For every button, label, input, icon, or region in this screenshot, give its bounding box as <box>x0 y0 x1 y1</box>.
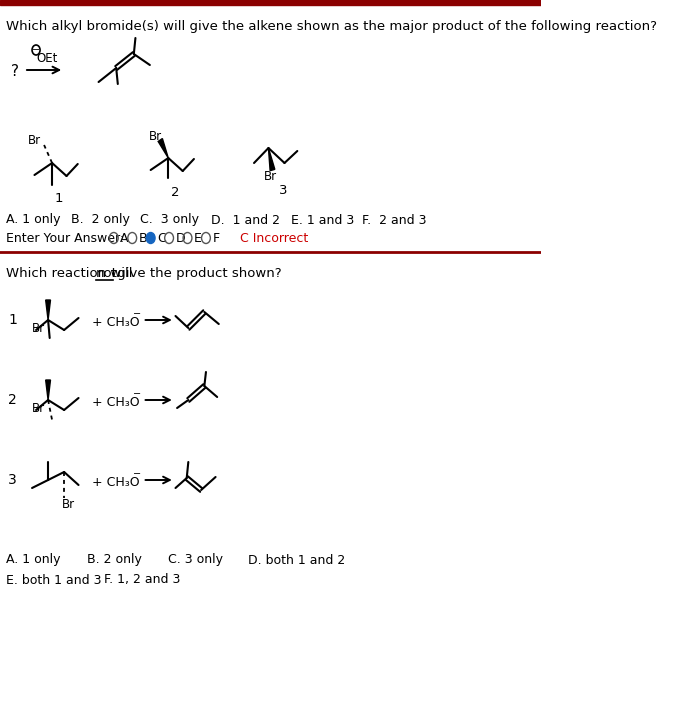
Text: Br: Br <box>28 135 41 147</box>
Polygon shape <box>158 138 168 158</box>
Polygon shape <box>46 300 51 320</box>
Text: C: C <box>157 232 166 244</box>
Text: C Incorrect: C Incorrect <box>240 232 308 244</box>
Text: A: A <box>120 232 129 244</box>
Text: −: − <box>133 469 141 479</box>
Text: 2: 2 <box>8 393 17 407</box>
Text: Enter Your Answer:: Enter Your Answer: <box>6 232 124 244</box>
Text: Br: Br <box>32 322 45 334</box>
Text: A. 1 only: A. 1 only <box>6 553 61 567</box>
Polygon shape <box>46 380 51 400</box>
Text: not: not <box>96 267 118 280</box>
Text: Br: Br <box>61 498 75 510</box>
Text: C.  3 only: C. 3 only <box>140 213 199 227</box>
Text: B: B <box>138 232 147 244</box>
Text: D. both 1 and 2: D. both 1 and 2 <box>248 553 346 567</box>
Text: 1: 1 <box>55 192 63 206</box>
Text: Br: Br <box>149 129 162 143</box>
Text: + CH₃O: + CH₃O <box>92 395 140 409</box>
Text: B.  2 only: B. 2 only <box>70 213 130 227</box>
Text: OEt: OEt <box>36 51 57 65</box>
Text: −: − <box>133 389 141 399</box>
Text: F.  2 and 3: F. 2 and 3 <box>362 213 427 227</box>
Text: E: E <box>194 232 202 244</box>
Text: E. 1 and 3: E. 1 and 3 <box>291 213 354 227</box>
Text: C. 3 only: C. 3 only <box>168 553 223 567</box>
Text: + CH₃O: + CH₃O <box>92 475 140 489</box>
Text: give the product shown?: give the product shown? <box>113 267 281 280</box>
Text: 3: 3 <box>279 183 288 197</box>
Text: Br: Br <box>32 402 45 414</box>
Circle shape <box>146 232 155 244</box>
Text: + CH₃O: + CH₃O <box>92 315 140 329</box>
Polygon shape <box>269 148 275 171</box>
Text: ?: ? <box>11 65 19 79</box>
Text: F. 1, 2 and 3: F. 1, 2 and 3 <box>104 574 180 586</box>
Text: B. 2 only: B. 2 only <box>86 553 142 567</box>
Text: E. both 1 and 3: E. both 1 and 3 <box>6 574 102 586</box>
Text: D: D <box>176 232 185 244</box>
Text: Br: Br <box>265 169 277 183</box>
Text: A. 1 only: A. 1 only <box>6 213 61 227</box>
Text: 3: 3 <box>8 473 17 487</box>
Bar <box>0 0 541 5</box>
Text: D.  1 and 2: D. 1 and 2 <box>211 213 279 227</box>
Text: 2: 2 <box>171 185 179 199</box>
Text: F: F <box>213 232 219 244</box>
Text: −: − <box>32 45 40 55</box>
Text: 1: 1 <box>8 313 17 327</box>
Text: Which reaction will: Which reaction will <box>6 267 137 280</box>
Text: −: − <box>133 309 141 319</box>
Text: Which alkyl bromide(s) will give the alkene shown as the major product of the fo: Which alkyl bromide(s) will give the alk… <box>6 20 657 33</box>
